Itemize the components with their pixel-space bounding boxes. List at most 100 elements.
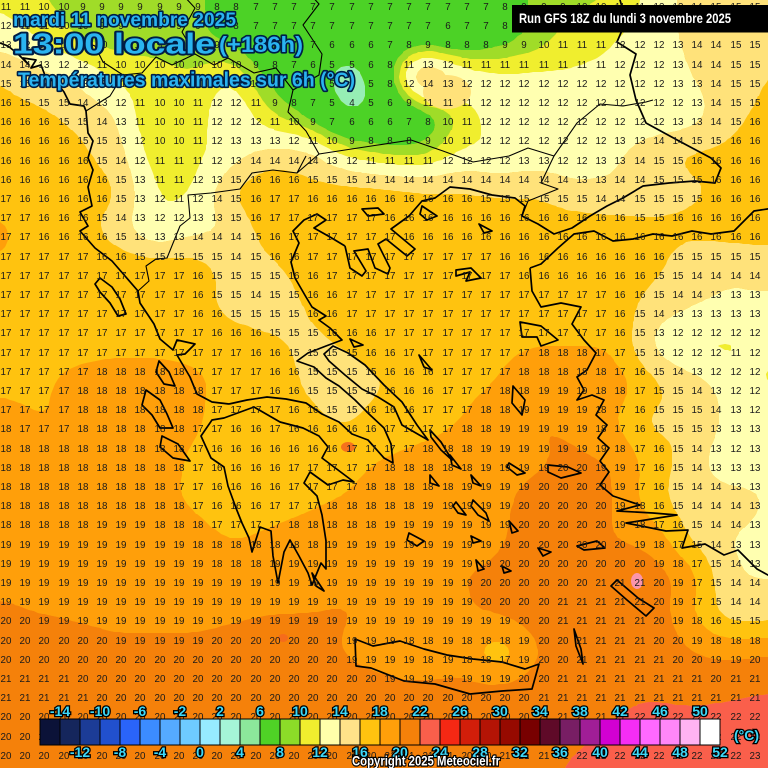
svg-text:16: 16 xyxy=(539,213,550,224)
svg-text:11: 11 xyxy=(462,136,472,147)
svg-text:19: 19 xyxy=(443,636,454,647)
svg-text:20: 20 xyxy=(519,501,530,512)
svg-text:21: 21 xyxy=(558,674,569,685)
svg-text:16: 16 xyxy=(231,424,242,435)
svg-text:14: 14 xyxy=(308,156,319,167)
svg-text:19: 19 xyxy=(59,559,70,570)
svg-text:18: 18 xyxy=(1,424,12,435)
svg-text:9: 9 xyxy=(137,21,142,32)
svg-text:19: 19 xyxy=(327,597,338,608)
svg-text:18: 18 xyxy=(443,463,454,474)
svg-text:17: 17 xyxy=(615,367,626,378)
svg-text:19: 19 xyxy=(174,540,185,551)
svg-text:21: 21 xyxy=(596,616,607,627)
svg-text:13: 13 xyxy=(423,60,434,71)
svg-text:12: 12 xyxy=(673,328,684,339)
svg-text:15: 15 xyxy=(347,405,358,416)
svg-text:13: 13 xyxy=(155,232,166,243)
svg-text:16: 16 xyxy=(59,194,70,205)
svg-text:20: 20 xyxy=(289,674,300,685)
svg-text:17: 17 xyxy=(231,348,242,359)
svg-text:10: 10 xyxy=(78,40,89,51)
svg-text:17: 17 xyxy=(251,520,262,531)
svg-text:16: 16 xyxy=(500,213,511,224)
svg-text:14: 14 xyxy=(423,175,434,186)
svg-text:18: 18 xyxy=(596,367,607,378)
svg-text:21: 21 xyxy=(692,674,703,685)
svg-text:16: 16 xyxy=(385,348,396,359)
svg-text:8: 8 xyxy=(445,40,451,51)
svg-text:19: 19 xyxy=(97,540,108,551)
svg-text:17: 17 xyxy=(135,328,146,339)
svg-text:21: 21 xyxy=(558,693,569,704)
svg-text:13: 13 xyxy=(443,79,454,90)
svg-text:16: 16 xyxy=(750,136,761,147)
svg-text:18: 18 xyxy=(596,386,607,397)
svg-text:17: 17 xyxy=(481,290,492,301)
svg-text:16: 16 xyxy=(289,444,300,455)
svg-text:9: 9 xyxy=(349,136,354,147)
svg-text:20: 20 xyxy=(97,636,108,647)
svg-text:8: 8 xyxy=(483,40,489,51)
svg-text:20: 20 xyxy=(59,636,70,647)
svg-text:20: 20 xyxy=(596,520,607,531)
svg-text:20: 20 xyxy=(174,693,185,704)
svg-text:16: 16 xyxy=(673,213,684,224)
svg-text:14: 14 xyxy=(635,175,646,186)
svg-text:12: 12 xyxy=(135,136,146,147)
svg-text:20: 20 xyxy=(519,559,530,570)
svg-text:12: 12 xyxy=(20,40,31,51)
svg-text:12: 12 xyxy=(155,194,166,205)
svg-text:17: 17 xyxy=(1,348,12,359)
svg-text:17: 17 xyxy=(97,328,108,339)
svg-text:15: 15 xyxy=(654,175,665,186)
svg-text:7: 7 xyxy=(425,2,430,13)
svg-text:16: 16 xyxy=(596,252,607,263)
svg-text:18: 18 xyxy=(654,540,665,551)
svg-text:22: 22 xyxy=(654,712,665,723)
svg-text:17: 17 xyxy=(327,252,338,263)
svg-text:16: 16 xyxy=(231,482,242,493)
svg-text:19: 19 xyxy=(539,463,550,474)
svg-text:17: 17 xyxy=(174,271,185,282)
svg-text:19: 19 xyxy=(78,597,89,608)
svg-text:9: 9 xyxy=(195,40,200,51)
svg-text:16: 16 xyxy=(481,213,492,224)
svg-text:11: 11 xyxy=(155,156,165,167)
svg-text:7: 7 xyxy=(387,21,392,32)
svg-text:17: 17 xyxy=(289,482,300,493)
svg-text:19: 19 xyxy=(155,616,166,627)
svg-text:20: 20 xyxy=(155,712,166,723)
svg-text:17: 17 xyxy=(462,290,473,301)
svg-text:17: 17 xyxy=(308,213,319,224)
svg-text:19: 19 xyxy=(500,482,511,493)
svg-text:20: 20 xyxy=(462,712,473,723)
svg-text:16: 16 xyxy=(731,232,742,243)
svg-text:12: 12 xyxy=(312,744,328,760)
svg-text:18: 18 xyxy=(20,501,31,512)
svg-text:44: 44 xyxy=(632,744,648,760)
svg-text:11: 11 xyxy=(500,60,510,71)
svg-text:18: 18 xyxy=(135,386,146,397)
svg-text:17: 17 xyxy=(270,424,281,435)
svg-text:18: 18 xyxy=(423,463,434,474)
svg-text:7: 7 xyxy=(464,2,469,13)
svg-text:17: 17 xyxy=(39,348,50,359)
svg-text:21: 21 xyxy=(20,693,31,704)
svg-text:19: 19 xyxy=(135,540,146,551)
svg-text:19: 19 xyxy=(539,386,550,397)
svg-text:13: 13 xyxy=(711,463,722,474)
svg-text:14: 14 xyxy=(711,98,722,109)
svg-text:11: 11 xyxy=(251,98,261,109)
svg-text:19: 19 xyxy=(558,444,569,455)
svg-text:52: 52 xyxy=(712,744,728,760)
svg-text:15: 15 xyxy=(116,232,127,243)
svg-text:16: 16 xyxy=(289,175,300,186)
svg-text:20: 20 xyxy=(193,751,204,762)
svg-text:17: 17 xyxy=(174,348,185,359)
svg-text:19: 19 xyxy=(347,540,358,551)
svg-text:15: 15 xyxy=(731,98,742,109)
svg-text:15: 15 xyxy=(308,175,319,186)
svg-text:12: 12 xyxy=(558,98,569,109)
svg-text:16: 16 xyxy=(615,213,626,224)
